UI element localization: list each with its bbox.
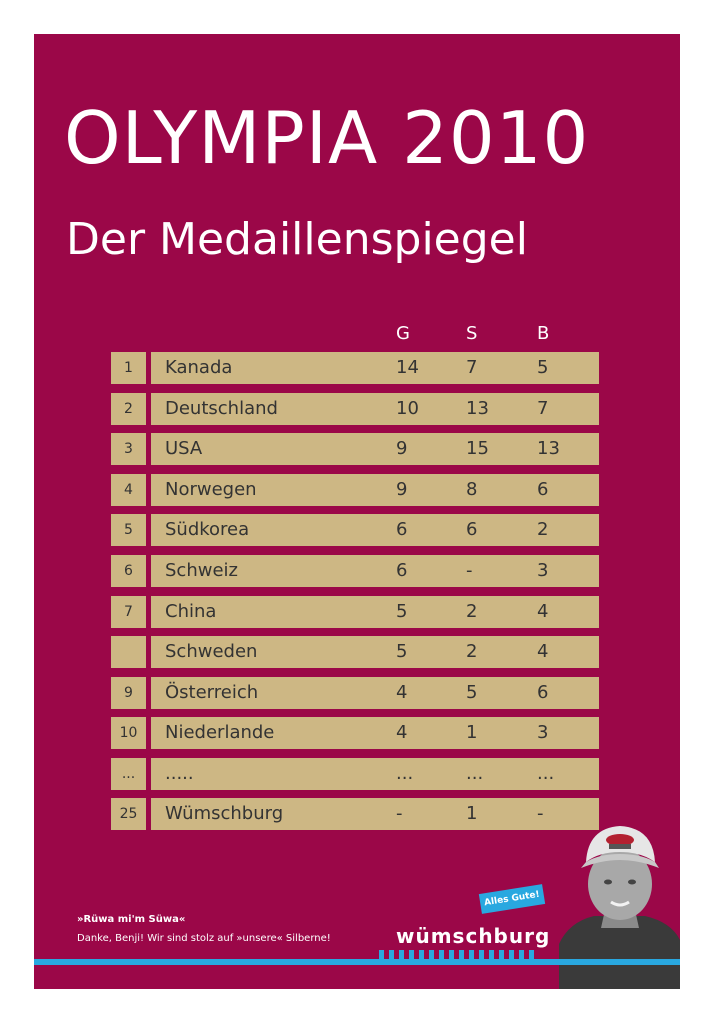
greeting-badge: Alles Gute! — [478, 884, 546, 914]
row-bar: Deutschland 10 13 7 — [151, 393, 599, 425]
country-name: Schweden — [165, 641, 258, 662]
row-bar: Österreich 4 5 6 — [151, 677, 599, 709]
wuemschburg-logo: wümschburg — [396, 924, 551, 948]
country-name: Österreich — [165, 682, 259, 703]
silver-count: 6 — [466, 519, 478, 540]
table-row: 3 USA 9 15 13 — [111, 433, 599, 465]
column-header-silver: S — [466, 323, 478, 344]
silver-count: 8 — [466, 479, 478, 500]
gold-count: 4 — [396, 682, 408, 703]
row-bar: Norwegen 9 8 6 — [151, 474, 599, 506]
bronze-count: 2 — [537, 519, 549, 540]
row-bar: Niederlande 4 1 3 — [151, 717, 599, 749]
rank-cell — [111, 636, 146, 668]
column-header-bronze: B — [537, 323, 550, 344]
silver-count: 2 — [466, 601, 478, 622]
country-name: Niederlande — [165, 722, 275, 743]
table-row: 1 Kanada 14 7 5 — [111, 352, 599, 384]
rank-cell: ... — [111, 758, 146, 790]
bronze-count: 4 — [537, 601, 549, 622]
bronze-count: 7 — [537, 398, 549, 419]
page-title: OLYMPIA 2010 — [64, 96, 590, 180]
bronze-count: - — [537, 803, 544, 824]
gold-count: 9 — [396, 438, 408, 459]
row-bar: Schweiz 6 - 3 — [151, 555, 599, 587]
table-row: 2 Deutschland 10 13 7 — [111, 393, 599, 425]
row-bar: USA 9 15 13 — [151, 433, 599, 465]
bronze-count: 4 — [537, 641, 549, 662]
gold-count: 4 — [396, 722, 408, 743]
country-name: ..... — [165, 763, 194, 784]
country-name: Schweiz — [165, 560, 238, 581]
rank-cell: 1 — [111, 352, 146, 384]
table-row: 6 Schweiz 6 - 3 — [111, 555, 599, 587]
table-row: 10 Niederlande 4 1 3 — [111, 717, 599, 749]
table-row: 9 Österreich 4 5 6 — [111, 677, 599, 709]
silver-count: - — [466, 560, 473, 581]
country-name: Südkorea — [165, 519, 250, 540]
bronze-count: ... — [537, 763, 555, 784]
rank-cell: 5 — [111, 514, 146, 546]
table-row: ... ..... ... ... ... — [111, 758, 599, 790]
bronze-count: 6 — [537, 682, 549, 703]
rank-cell: 3 — [111, 433, 146, 465]
row-bar: Schweden 5 2 4 — [151, 636, 599, 668]
table-row: 25 Wümschburg - 1 - — [111, 798, 599, 830]
rank-cell: 7 — [111, 596, 146, 628]
row-bar: Kanada 14 7 5 — [151, 352, 599, 384]
page-subtitle: Der Medaillenspiegel — [66, 214, 528, 265]
silver-count: 13 — [466, 398, 489, 419]
silver-count: 1 — [466, 722, 478, 743]
silver-count: 2 — [466, 641, 478, 662]
country-name: Deutschland — [165, 398, 278, 419]
table-row: 7 China 5 2 4 — [111, 596, 599, 628]
gold-count: 9 — [396, 479, 408, 500]
bronze-count: 3 — [537, 560, 549, 581]
rank-cell: 4 — [111, 474, 146, 506]
table-row: 5 Südkorea 6 6 2 — [111, 514, 599, 546]
bronze-count: 6 — [537, 479, 549, 500]
column-header-gold: G — [396, 323, 410, 344]
gold-count: 10 — [396, 398, 419, 419]
row-bar: Wümschburg - 1 - — [151, 798, 599, 830]
silver-count: 15 — [466, 438, 489, 459]
row-bar: Südkorea 6 6 2 — [151, 514, 599, 546]
country-name: China — [165, 601, 217, 622]
gold-count: 14 — [396, 357, 419, 378]
table-row: Schweden 5 2 4 — [111, 636, 599, 668]
gold-count: 6 — [396, 560, 408, 581]
bronze-count: 13 — [537, 438, 560, 459]
quote-title: »Rüwa mi'm Süwa« — [77, 914, 186, 925]
rank-cell: 2 — [111, 393, 146, 425]
rank-cell: 25 — [111, 798, 146, 830]
poster: OLYMPIA 2010 Der Medaillenspiegel G S B … — [34, 34, 680, 989]
country-name: Kanada — [165, 357, 233, 378]
silver-count: 5 — [466, 682, 478, 703]
country-name: Wümschburg — [165, 803, 284, 824]
bronze-count: 3 — [537, 722, 549, 743]
silver-count: 7 — [466, 357, 478, 378]
country-name: Norwegen — [165, 479, 257, 500]
blue-stripe — [34, 959, 680, 965]
gold-count: 6 — [396, 519, 408, 540]
silver-count: ... — [466, 763, 484, 784]
gold-count: - — [396, 803, 403, 824]
quote-text: Danke, Benji! Wir sind stolz auf »unsere… — [77, 933, 331, 944]
gold-count: 5 — [396, 601, 408, 622]
row-bar: ..... ... ... ... — [151, 758, 599, 790]
row-bar: China 5 2 4 — [151, 596, 599, 628]
rank-cell: 9 — [111, 677, 146, 709]
rank-cell: 10 — [111, 717, 146, 749]
table-row: 4 Norwegen 9 8 6 — [111, 474, 599, 506]
bronze-count: 5 — [537, 357, 549, 378]
gold-count: 5 — [396, 641, 408, 662]
silver-count: 1 — [466, 803, 478, 824]
country-name: USA — [165, 438, 203, 459]
rank-cell: 6 — [111, 555, 146, 587]
logo-blocks — [379, 950, 549, 959]
athlete-photo — [559, 804, 680, 989]
gold-count: ... — [396, 763, 414, 784]
